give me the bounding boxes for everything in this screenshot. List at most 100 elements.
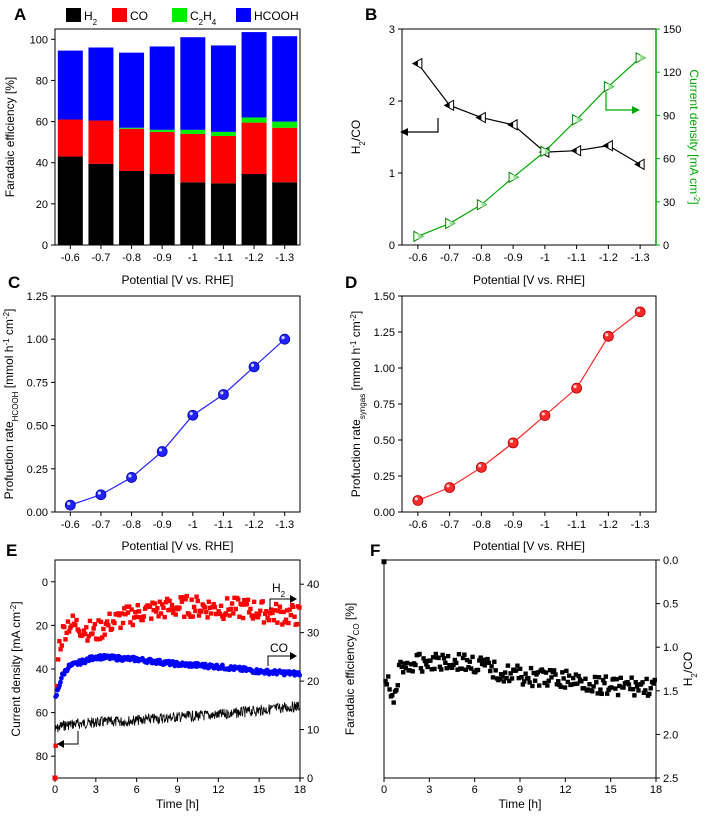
h2co-point: [460, 655, 466, 661]
h2-fe-point: [237, 614, 242, 619]
h2co-point: [490, 675, 496, 680]
h2-fe-point: [227, 613, 232, 618]
h2-fe-point: [57, 638, 62, 644]
marker-fill-b: [476, 114, 482, 121]
y-axis-label-c: Profuction rateHCOOH [mmol h-1 cm-2]: [2, 309, 20, 500]
bar-co: [57, 119, 83, 157]
y-tick-label-d: 0.00: [374, 507, 395, 519]
h2co-point: [647, 691, 652, 697]
h2-fe-point: [236, 597, 241, 602]
h2co-point: [501, 679, 507, 684]
marker-fill-b: [640, 54, 646, 61]
y-axis-label-right-b-part: ]: [687, 201, 701, 204]
x-tick-label-a: -1.3: [275, 252, 294, 264]
h2-fe-point: [149, 616, 154, 621]
h2co-point: [634, 684, 640, 689]
y-axis-label-right-e-part: Faradaic efficiency: [343, 635, 357, 735]
h2co-point: [391, 700, 396, 705]
h2-fe-point: [80, 632, 85, 638]
y-axis-label-a: Faradaic efficiency [%]: [3, 77, 17, 198]
data-point-c: [95, 489, 107, 501]
h2co-point: [477, 658, 482, 663]
legend-swatch: [172, 8, 187, 22]
data-point-c: [156, 446, 168, 457]
data-point-d: [444, 482, 456, 493]
marker-fill-b: [635, 161, 641, 168]
h2co-point: [604, 691, 610, 696]
h2-fe-point: [82, 631, 88, 637]
h2-fe-point: [286, 620, 291, 626]
plot-frame-e: [54, 559, 301, 779]
h2co-point: [445, 653, 451, 659]
h2-fe-point: [240, 615, 246, 621]
h2co-point: [478, 655, 483, 660]
legend-swatch: [66, 8, 81, 22]
h2-fe-point: [164, 596, 170, 602]
marker-fill-b: [576, 116, 582, 123]
h2-fe-point: [158, 611, 164, 616]
h2co-point: [425, 664, 430, 670]
legend-label-part: H: [203, 9, 212, 23]
h2co-point: [451, 662, 456, 667]
h2-fe-point: [76, 628, 82, 634]
h2-fe-point: [65, 619, 71, 624]
h2co-point: [528, 665, 534, 671]
h2-fe-point: [81, 628, 87, 633]
h2co-point: [570, 675, 576, 681]
y-tick-label-right-e: 0: [307, 773, 313, 785]
x-tick-label-d: -0.9: [504, 519, 523, 531]
h2-fe-point: [280, 622, 285, 627]
h2-fe-point: [147, 604, 153, 609]
h2-fe-point: [193, 608, 198, 614]
y-axis-label-c-part: [mmol h: [2, 346, 16, 392]
y-tick-label-right-b: 120: [663, 67, 681, 79]
x-axis-label-c: Potential [V vs. RHE]: [121, 539, 233, 553]
h2-fe-point: [253, 614, 258, 619]
annotation-h2-part: 2: [281, 590, 286, 599]
h2co-point: [492, 659, 497, 664]
h2co-point: [456, 651, 462, 657]
h2co-point: [561, 676, 566, 681]
h2co-point: [400, 670, 406, 675]
x-tick-label-f: 6: [472, 784, 478, 796]
h2co-point: [566, 673, 572, 678]
y-axis-label-d-part: Profuction rate: [349, 419, 363, 497]
h2-fe-point: [173, 612, 178, 617]
data-point-highlight: [573, 384, 577, 389]
bar-hcooh: [210, 45, 236, 132]
h2co-point: [615, 692, 621, 698]
h2co-point: [486, 660, 492, 666]
h2-fe-point: [215, 611, 220, 617]
y-tick-label-e: 40: [36, 664, 48, 676]
h2-fe-point: [125, 610, 131, 615]
h2-fe-point: [95, 637, 100, 642]
h2-fe-point: [220, 614, 225, 619]
y-tick-label-c: 1.25: [27, 291, 48, 303]
x-tick-label-f: 15: [605, 784, 617, 796]
h2co-point: [467, 659, 473, 664]
h2-fe-point: [297, 605, 302, 610]
h2-fe-point: [247, 610, 252, 615]
x-tick-label-a: -0.8: [122, 252, 141, 264]
x-tick-label-e: 15: [253, 784, 265, 796]
h2co-point: [600, 677, 606, 683]
y-tick-label-e: 0: [42, 577, 48, 589]
h2co-point: [585, 687, 591, 692]
h2-fe-point: [91, 626, 96, 631]
h2co-point: [547, 667, 553, 673]
h2co-point: [421, 656, 426, 661]
h2co-point: [481, 657, 486, 663]
h2-fe-point: [179, 599, 185, 604]
y-axis-label-d-part: -2: [349, 314, 358, 322]
y-tick-label-f: 0.0: [663, 555, 678, 567]
x-tick-label-c: -0.7: [91, 519, 110, 531]
h2co-point: [452, 657, 458, 663]
h2-fe-point: [207, 605, 213, 611]
h2co-point: [386, 674, 391, 679]
y-axis-label-f: H2/CO: [681, 652, 699, 686]
h2-fe-point: [248, 606, 253, 612]
h2co-point: [553, 672, 558, 677]
legend-label: CO: [130, 9, 148, 23]
h2co-point: [462, 652, 467, 657]
data-point-c: [248, 361, 260, 373]
